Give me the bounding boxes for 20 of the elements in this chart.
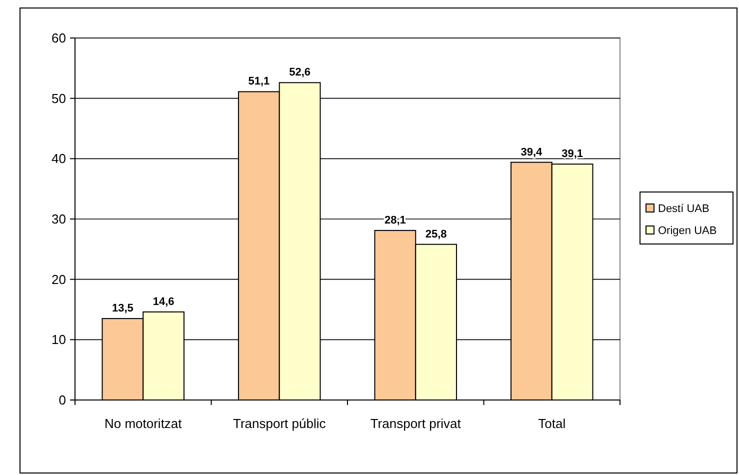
data-label: 39,1 [562,148,584,160]
x-tick-label: No motoritzat [104,416,182,431]
y-tick-label: 60 [52,30,66,46]
data-label: 13,5 [112,302,134,315]
data-label: 51,1 [248,76,270,88]
y-tick-label: 30 [52,212,66,227]
data-label: 52,6 [289,66,311,79]
legend-label: Origen UAB [658,224,717,237]
data-label: 39,4 [520,146,544,158]
y-tick-label: 40 [52,151,66,166]
y-tick-label: 0 [58,392,66,408]
legend-label: Destí UAB [658,202,710,215]
x-tick-label: Transport públic [233,416,326,431]
y-tick-label: 20 [52,272,66,287]
y-tick-label: 10 [52,332,66,348]
data-label: 25,8 [425,228,447,240]
x-tick-label: Transport privat [370,416,462,431]
x-tick-label: Total [538,416,566,431]
data-label: 14,6 [152,296,174,308]
y-tick-label: 50 [52,90,66,106]
